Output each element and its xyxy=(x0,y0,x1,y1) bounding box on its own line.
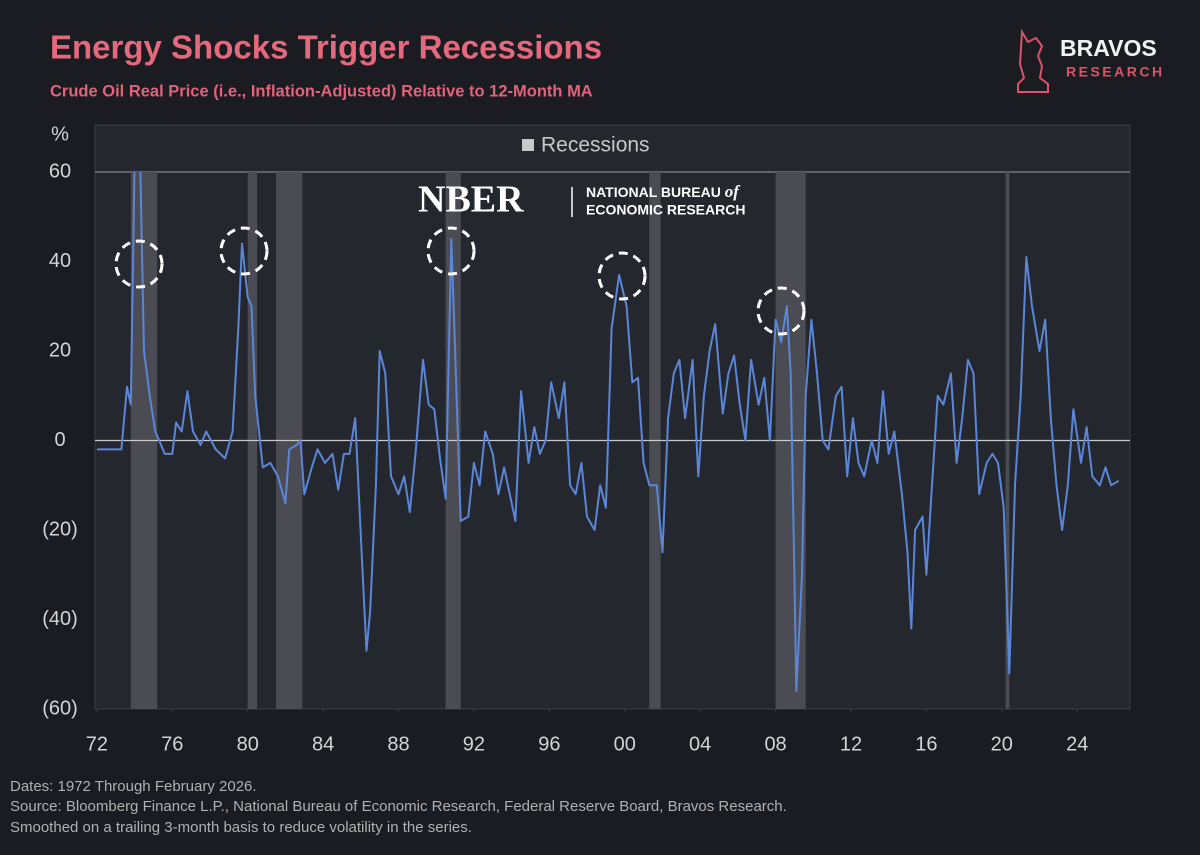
legend-label: Recessions xyxy=(541,134,650,157)
highlight-circle xyxy=(219,226,269,276)
x-tick-label: 80 xyxy=(237,733,259,755)
legend-swatch xyxy=(522,139,534,151)
footnote: Dates: 1972 Through February 2026. xyxy=(10,778,257,795)
series xyxy=(96,172,1120,693)
y-tick-label: (40) xyxy=(42,608,78,630)
highlight-circle xyxy=(426,226,476,276)
brand-sub: RESEARCH xyxy=(1066,64,1165,80)
brand-logo: BRAVOS RESEARCH xyxy=(1017,28,1165,93)
x-tick-label: 24 xyxy=(1066,733,1088,755)
x-tick-label: 76 xyxy=(161,733,183,755)
y-tick-label: 0 xyxy=(54,429,65,451)
brand-name: BRAVOS xyxy=(1060,35,1157,61)
plot-area xyxy=(94,124,1131,710)
x-tick-label: 12 xyxy=(840,733,862,755)
nber-line2: ECONOMIC RESEARCH xyxy=(586,202,745,218)
axis-labels: 60 40 20 0 (20) (40) (60) 72 76 80 84 88 92 96 00 04 08 1… xyxy=(42,160,1088,755)
footnote: Smoothed on a trailing 3-month basis to … xyxy=(10,819,472,836)
nber-mark: NBER xyxy=(418,179,524,221)
y-tick-label: 60 xyxy=(49,160,71,182)
chart-title: Energy Shocks Trigger Recessions xyxy=(50,29,602,66)
nber-logo: NBER NATIONAL BUREAU of ECONOMIC RESEARC… xyxy=(418,179,745,221)
x-tick-label: 92 xyxy=(463,733,485,755)
x-tick-label: 84 xyxy=(312,733,334,755)
y-tick-label: (60) xyxy=(42,697,78,719)
x-tick-label: 20 xyxy=(991,733,1013,755)
y-tick-label: (20) xyxy=(42,518,78,540)
nber-line1: NATIONAL BUREAU of xyxy=(586,182,741,201)
footnote: Source: Bloomberg Finance L.P., National… xyxy=(10,798,787,815)
price-line xyxy=(96,172,1120,693)
nber-line1-text: NATIONAL BUREAU xyxy=(586,184,721,200)
highlight-circle xyxy=(114,239,164,289)
highlight-circle xyxy=(756,286,806,336)
x-tick-label: 00 xyxy=(614,733,636,755)
chart-subtitle: Crude Oil Real Price (i.e., Inflation-Ad… xyxy=(50,82,593,100)
x-tick-label: 04 xyxy=(689,733,711,755)
nber-line1-suffix: of xyxy=(725,182,742,201)
brand-icon xyxy=(1017,28,1049,93)
x-tick-label: 08 xyxy=(764,733,786,755)
y-axis-label: % xyxy=(51,123,69,145)
x-tick-label: 88 xyxy=(387,733,409,755)
x-tick-label: 72 xyxy=(86,733,108,755)
x-tick-label: 16 xyxy=(915,733,937,755)
y-tick-label: 20 xyxy=(49,339,71,361)
y-tick-label: 40 xyxy=(49,250,71,272)
highlight-circle xyxy=(597,251,647,301)
highlights xyxy=(114,226,806,336)
x-tick-label: 96 xyxy=(538,733,560,755)
